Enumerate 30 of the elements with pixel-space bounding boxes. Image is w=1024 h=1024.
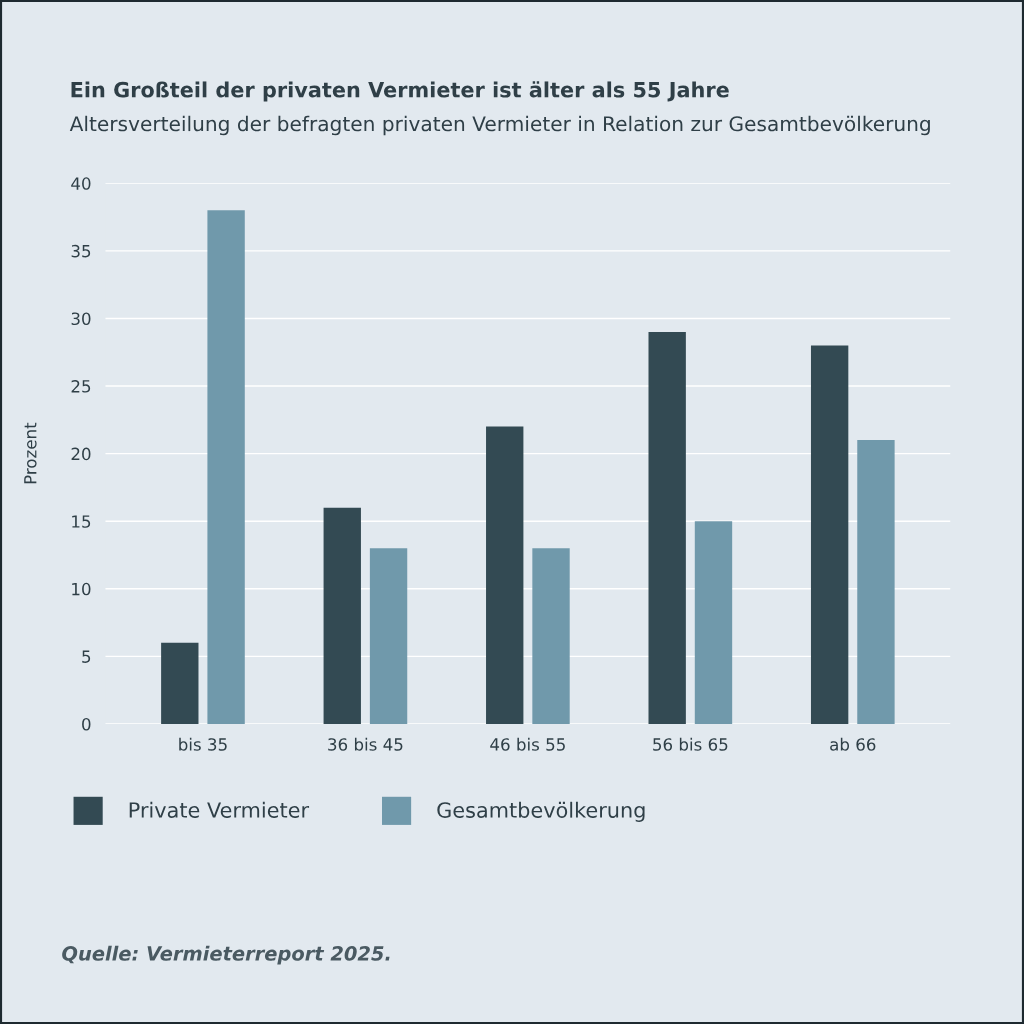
y-axis-title: Prozent	[24, 422, 37, 484]
x-tick-label: bis 35	[179, 737, 227, 751]
chart-subtitle: Altersverteilung der befragten privaten Vermieter in Relation zur Gesamtbevölkerung	[69, 115, 930, 136]
y-tick-label: 35	[71, 244, 91, 258]
x-tick-label: 46 bis 55	[490, 737, 565, 751]
source-note: Quelle: Vermieterreport 2025.	[62, 945, 390, 965]
bar	[486, 426, 524, 724]
x-tick-label: 56 bis 65	[653, 737, 728, 751]
y-tick-label: 25	[71, 380, 91, 393]
legend-label: Gesamtbevölkerung	[437, 801, 645, 822]
bar	[810, 345, 849, 724]
y-tick-label: 40	[71, 177, 91, 190]
bar	[207, 210, 245, 724]
bar	[369, 548, 408, 724]
bar	[648, 331, 686, 724]
x-tick-label: 36 bis 45	[328, 737, 403, 751]
bar	[857, 440, 895, 724]
legend-label: Private Vermieter	[129, 801, 310, 818]
y-tick-label: 10	[72, 582, 91, 596]
y-tick-label: 0	[82, 717, 91, 731]
y-tick-label: 30	[71, 312, 91, 326]
y-tick-label: 5	[82, 650, 91, 663]
chart-title: Ein Großteil der privaten Vermieter ist älter als 55 Jahre	[71, 81, 729, 102]
y-tick-label: 20	[71, 447, 91, 461]
bar	[532, 548, 570, 724]
bar	[161, 642, 199, 724]
x-tick-label: ab 66	[830, 737, 876, 751]
bar	[323, 507, 361, 724]
bar	[694, 521, 733, 724]
y-tick-label: 15	[72, 515, 91, 528]
